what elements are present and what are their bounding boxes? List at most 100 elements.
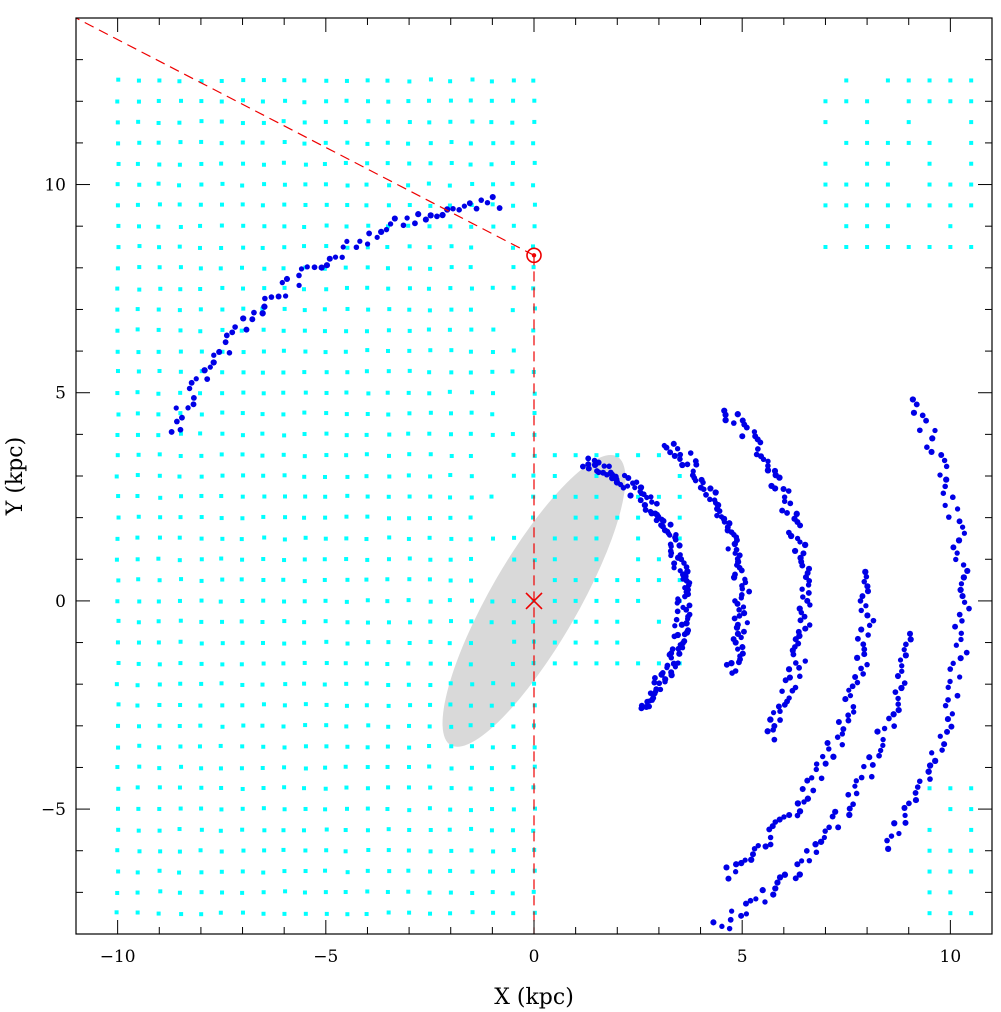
grid-point bbox=[135, 890, 140, 895]
grid-point bbox=[969, 182, 974, 187]
tracer-point bbox=[954, 506, 961, 512]
y-tick-label: −5 bbox=[41, 800, 66, 820]
grid-point bbox=[157, 702, 162, 707]
grid-point bbox=[220, 349, 225, 354]
grid-point bbox=[428, 828, 433, 833]
grid-point bbox=[448, 681, 453, 686]
tracer-point bbox=[916, 778, 923, 785]
grid-point bbox=[199, 598, 204, 603]
tracer-point bbox=[731, 615, 738, 622]
grid-point bbox=[969, 120, 974, 125]
grid-point bbox=[260, 140, 265, 145]
tracer-point bbox=[732, 861, 740, 868]
grid-point bbox=[511, 682, 516, 687]
tracer-point bbox=[621, 472, 628, 479]
grid-point bbox=[427, 516, 432, 521]
grid-point bbox=[301, 287, 306, 292]
tracer-point bbox=[439, 211, 446, 219]
grid-point bbox=[116, 494, 121, 499]
grid-point bbox=[573, 515, 578, 520]
tracer-point bbox=[679, 940, 685, 946]
grid-point bbox=[178, 369, 183, 374]
tracer-point bbox=[675, 660, 681, 666]
grid-point bbox=[364, 203, 369, 208]
tracer-point bbox=[942, 483, 948, 490]
grid-point bbox=[322, 577, 327, 582]
grid-point bbox=[324, 202, 329, 207]
grid-point bbox=[303, 702, 308, 707]
tracer-point bbox=[744, 620, 750, 626]
tracer-point bbox=[813, 766, 820, 773]
grid-point bbox=[261, 598, 266, 603]
tracer-point bbox=[727, 916, 734, 923]
grid-point bbox=[302, 432, 307, 437]
grid-point bbox=[844, 245, 849, 249]
grid-point bbox=[261, 870, 266, 875]
tracer-point bbox=[712, 489, 719, 496]
grid-point bbox=[656, 661, 661, 666]
tracer-point bbox=[950, 660, 956, 667]
grid-point bbox=[468, 786, 473, 791]
grid-point bbox=[364, 912, 369, 917]
grid-point bbox=[510, 868, 515, 873]
tracer-point bbox=[489, 193, 496, 201]
grid-point bbox=[157, 368, 162, 373]
grid-point bbox=[491, 536, 496, 541]
tracer-point bbox=[353, 244, 360, 251]
grid-point bbox=[220, 181, 225, 186]
grid-point bbox=[823, 99, 828, 104]
grid-point bbox=[844, 203, 849, 208]
grid-point bbox=[156, 433, 161, 438]
tracer-point bbox=[832, 808, 839, 815]
grid-point bbox=[927, 848, 932, 853]
grid-point bbox=[199, 349, 204, 354]
grid-point bbox=[407, 516, 412, 521]
grid-point bbox=[178, 265, 183, 270]
grid-point bbox=[448, 807, 453, 812]
grid-point bbox=[282, 224, 287, 229]
grid-point bbox=[136, 640, 141, 645]
grid-point bbox=[302, 786, 307, 791]
tracer-point bbox=[696, 938, 702, 944]
grid-point bbox=[135, 473, 140, 478]
sun-marker-dot bbox=[531, 253, 537, 258]
tracer-point bbox=[223, 332, 230, 339]
grid-point bbox=[407, 556, 412, 561]
tracer-point bbox=[957, 655, 964, 662]
plot-area bbox=[76, 18, 974, 946]
grid-point bbox=[240, 121, 245, 126]
grid-point bbox=[428, 494, 433, 499]
grid-point bbox=[115, 99, 120, 104]
x-tick-label: 0 bbox=[529, 947, 540, 967]
grid-point bbox=[198, 391, 203, 396]
grid-point bbox=[364, 329, 369, 334]
grid-point bbox=[178, 431, 183, 436]
tracer-point bbox=[858, 774, 865, 781]
grid-point bbox=[386, 683, 391, 688]
grid-point bbox=[491, 182, 496, 187]
tracer-point bbox=[898, 684, 905, 692]
grid-point bbox=[240, 98, 245, 103]
grid-point bbox=[406, 223, 411, 228]
grid-point bbox=[116, 723, 121, 728]
grid-point bbox=[364, 661, 369, 666]
tracer-point bbox=[869, 761, 876, 768]
tracer-point bbox=[781, 871, 789, 878]
grid-point bbox=[469, 474, 474, 479]
x-axis-label: X (kpc) bbox=[494, 985, 574, 1010]
grid-point bbox=[158, 286, 163, 291]
grid-point bbox=[281, 412, 286, 417]
tracer-point bbox=[753, 451, 760, 458]
tracer-point bbox=[928, 448, 935, 456]
grid-point bbox=[178, 328, 183, 333]
grid-point bbox=[283, 515, 288, 520]
grid-point bbox=[260, 765, 265, 770]
grid-point bbox=[366, 847, 371, 852]
grid-point bbox=[199, 453, 204, 458]
grid-point bbox=[470, 891, 475, 896]
grid-point bbox=[302, 141, 307, 146]
grid-point bbox=[282, 911, 287, 916]
grid-point bbox=[448, 702, 453, 707]
grid-point bbox=[511, 265, 516, 270]
grid-point bbox=[261, 473, 266, 478]
